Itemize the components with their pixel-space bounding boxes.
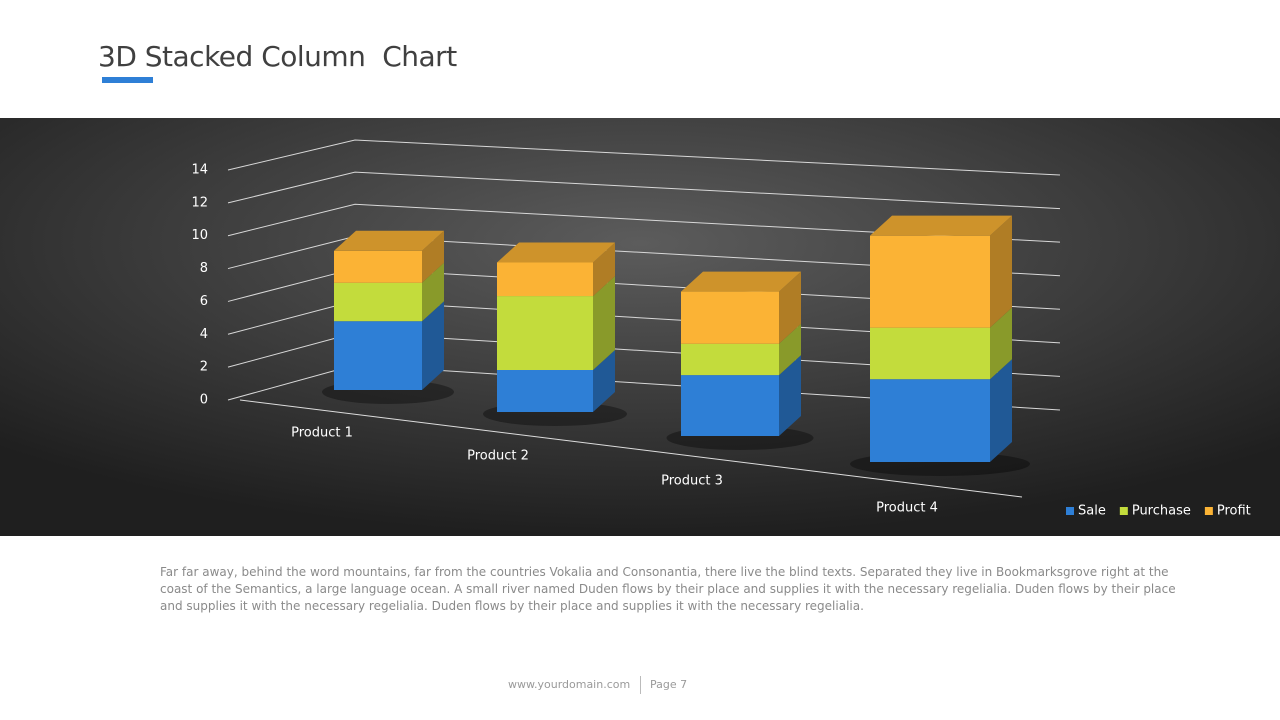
bar-top: [334, 230, 444, 251]
x-tick-label: Product 4: [876, 501, 938, 516]
bar-segment: [497, 296, 593, 370]
bar-side: [593, 242, 615, 297]
bar-side: [422, 301, 444, 390]
slide-title: 3D Stacked Column Chart: [98, 40, 457, 73]
footer-separator: [640, 676, 641, 694]
y-tick-label: 2: [200, 360, 208, 375]
bar-top: [870, 215, 1012, 236]
title-underline: [102, 77, 153, 83]
bar-segment: [870, 327, 990, 380]
legend-label: Purchase: [1132, 504, 1191, 519]
legend-label: Profit: [1217, 504, 1251, 519]
bar-side: [779, 271, 801, 344]
footer-page: Page 7: [650, 678, 688, 691]
bar-side: [593, 350, 615, 412]
bar-side: [779, 355, 801, 436]
legend-swatch: [1204, 507, 1213, 515]
x-tick-label: Product 3: [661, 474, 723, 489]
bar-side: [990, 359, 1012, 462]
bar-side: [990, 307, 1012, 380]
bar-side: [422, 262, 444, 322]
grid-line: [227, 139, 1061, 176]
bar-segment: [681, 291, 779, 344]
y-tick-label: 10: [191, 228, 208, 243]
chart: 0 2 4 6 8 10 12 14 Product 1 Product 2 Product 3 Pr…: [0, 118, 1280, 536]
bar-side: [422, 230, 444, 283]
body-text: Far far away, behind the word mountains,…: [160, 565, 1176, 613]
y-tick-label: 6: [200, 294, 208, 309]
bar-segment: [334, 250, 422, 283]
bar-segment: [334, 321, 422, 390]
bar-segment: [870, 235, 990, 328]
chart-background: [0, 118, 1280, 536]
y-tick-label: 4: [200, 327, 208, 342]
x-tick-label: Product 2: [467, 449, 529, 464]
y-tick-label: 12: [191, 195, 208, 210]
legend-swatch: [1119, 507, 1128, 515]
floor-edge: [239, 399, 1023, 498]
bar-segment: [681, 375, 779, 436]
bar-side: [990, 215, 1012, 328]
bar-segment: [497, 370, 593, 412]
bar-top: [497, 242, 615, 263]
legend-label: Sale: [1078, 504, 1106, 519]
grid-line: [227, 203, 1061, 243]
bar-segment: [681, 343, 779, 376]
y-tick-label: 0: [200, 393, 208, 408]
bar-side: [593, 276, 615, 370]
footer-domain: www.yourdomain.com: [508, 678, 631, 691]
x-tick-label: Product 1: [291, 426, 353, 441]
legend-swatch: [1066, 507, 1074, 515]
bar-top: [681, 271, 801, 292]
y-tick-label: 8: [200, 261, 208, 276]
bar-segment: [497, 262, 593, 297]
bar-segment: [870, 379, 990, 462]
bar-side: [779, 323, 801, 376]
grid-line: [227, 171, 1061, 210]
bar-segment: [334, 282, 422, 322]
y-tick-label: 14: [191, 163, 208, 178]
